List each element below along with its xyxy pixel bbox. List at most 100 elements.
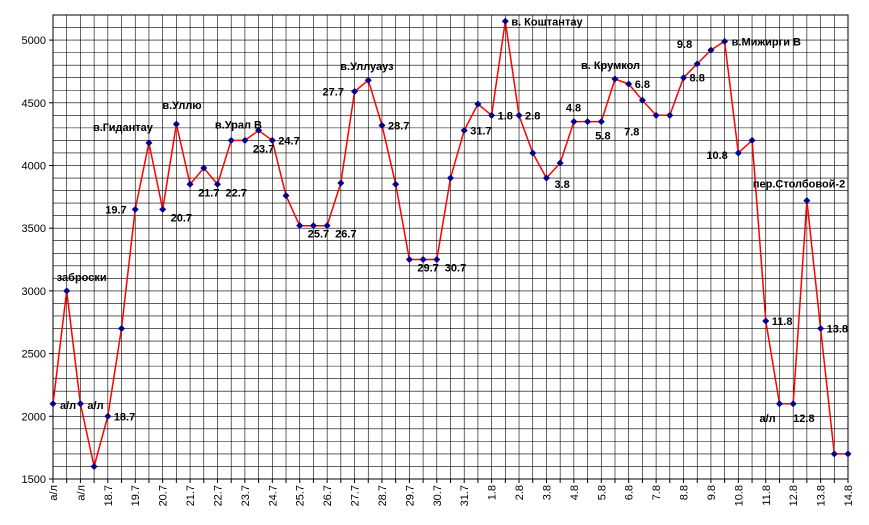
annotation-label: 25.7 xyxy=(308,229,329,241)
data-point xyxy=(433,256,441,264)
x-tick-label: 18.7 xyxy=(103,485,115,506)
data-point xyxy=(392,180,400,188)
grid xyxy=(53,15,848,479)
data-point xyxy=(309,222,317,230)
data-point xyxy=(803,197,811,205)
data-point xyxy=(611,75,619,83)
annotation-label: в.Уллю xyxy=(162,100,201,112)
annotation-label: заброски xyxy=(57,272,107,284)
annotations: заброски а/л а/л 18.7 19.7 в.Гидантау 20.7 в.Ул… xyxy=(57,16,848,424)
series-markers xyxy=(49,17,852,470)
x-tick-label: 9.8 xyxy=(706,485,718,500)
data-point xyxy=(775,400,783,408)
x-tick-label: 20.7 xyxy=(158,485,170,506)
data-point xyxy=(721,37,729,45)
y-tick-label: 5000 xyxy=(22,35,46,47)
annotation-label: а/л xyxy=(759,413,775,425)
data-point xyxy=(131,205,139,213)
data-point xyxy=(707,46,715,54)
x-tick-label: 25.7 xyxy=(295,485,307,506)
annotation-label: в.Уллуауз xyxy=(340,61,394,73)
annotation-label: 23.7 xyxy=(253,143,274,155)
data-point xyxy=(405,256,413,264)
annotation-label: 31.7 xyxy=(470,125,491,137)
y-axis: 1500 2000 2500 3000 3500 4000 4500 5000 xyxy=(22,35,53,486)
x-tick-label: 29.7 xyxy=(404,485,416,506)
y-tick-label: 2500 xyxy=(22,349,46,361)
data-point xyxy=(241,136,249,144)
x-tick-label: 22.7 xyxy=(212,485,224,506)
annotation-label: в. Коштантау xyxy=(511,16,583,28)
annotation-label: 8.8 xyxy=(690,73,705,85)
data-point xyxy=(693,60,701,68)
x-tick-label: 11.8 xyxy=(761,485,773,506)
y-tick-label: 3000 xyxy=(22,286,46,298)
annotation-label: 27.7 xyxy=(323,86,344,98)
data-point xyxy=(323,222,331,230)
annotation-label: 20.7 xyxy=(171,212,192,224)
data-point xyxy=(351,87,359,95)
data-point xyxy=(474,100,482,108)
data-point xyxy=(666,111,674,119)
data-point xyxy=(817,325,825,333)
x-tick-label: 10.8 xyxy=(733,485,745,506)
annotation-label: пер.Столбовой-2 xyxy=(753,179,845,191)
x-tick-label: 1.8 xyxy=(487,485,499,500)
annotation-label: 19.7 xyxy=(105,204,126,216)
x-tick-label: 23.7 xyxy=(240,485,252,506)
x-tick-label: 7.8 xyxy=(651,485,663,500)
data-point xyxy=(597,118,605,126)
annotation-label: в.Урал В xyxy=(215,119,262,131)
x-tick-label: 14.8 xyxy=(843,485,855,506)
data-point xyxy=(172,120,180,128)
annotation-label: 18.7 xyxy=(114,411,135,423)
data-point xyxy=(584,118,592,126)
data-point xyxy=(268,136,276,144)
data-point xyxy=(186,180,194,188)
annotation-label: 24.7 xyxy=(278,135,299,147)
x-tick-label: 21.7 xyxy=(185,485,197,506)
x-tick-label: 13.8 xyxy=(816,485,828,506)
data-point xyxy=(364,76,372,84)
x-tick-label: 12.8 xyxy=(788,485,800,506)
data-point xyxy=(460,126,468,134)
data-point xyxy=(529,149,537,157)
data-point xyxy=(76,400,84,408)
annotation-label: а/л xyxy=(60,400,76,412)
annotation-label: а/л xyxy=(87,400,103,412)
annotation-label: 5.8 xyxy=(595,131,610,143)
data-point xyxy=(652,111,660,119)
x-tick-label: 5.8 xyxy=(596,485,608,500)
data-point xyxy=(625,80,633,88)
data-point xyxy=(556,159,564,167)
data-point xyxy=(501,17,509,25)
x-tick-label: 6.8 xyxy=(624,485,636,500)
data-point xyxy=(145,139,153,147)
data-point xyxy=(159,205,167,213)
annotation-label: в. Крумкол xyxy=(581,60,640,72)
data-point xyxy=(680,74,688,82)
data-point xyxy=(118,325,126,333)
x-tick-label: 28.7 xyxy=(377,485,389,506)
annotation-label: 3.8 xyxy=(554,179,569,191)
annotation-label: 12.8 xyxy=(793,413,814,425)
annotation-label: 6.8 xyxy=(635,79,650,91)
x-tick-label: 27.7 xyxy=(350,485,362,506)
data-point xyxy=(419,256,427,264)
data-point xyxy=(570,118,578,126)
data-point xyxy=(762,317,770,325)
data-point xyxy=(844,450,852,458)
x-tick-label: 30.7 xyxy=(432,485,444,506)
annotation-label: 30.7 xyxy=(445,263,466,275)
data-point xyxy=(255,126,263,134)
annotation-label: в.Гидантау xyxy=(93,122,154,134)
data-point xyxy=(49,400,57,408)
data-point xyxy=(90,462,98,470)
data-point xyxy=(789,400,797,408)
annotation-label: 4.8 xyxy=(566,103,581,115)
data-point xyxy=(213,180,221,188)
x-tick-label: 4.8 xyxy=(569,485,581,500)
y-tick-label: 4500 xyxy=(22,98,46,110)
data-point xyxy=(488,111,496,119)
